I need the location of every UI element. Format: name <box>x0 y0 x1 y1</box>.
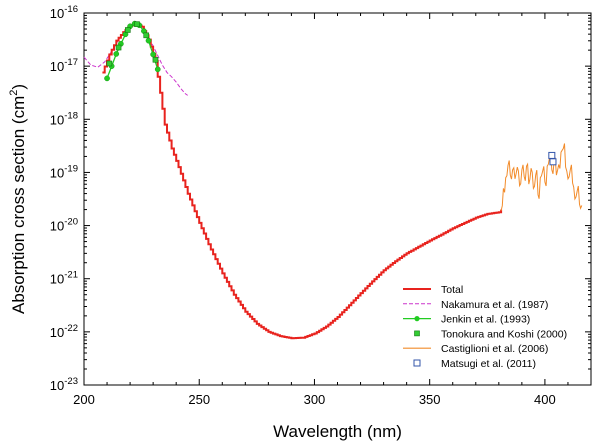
legend-item: Castiglioni et al. (2006) <box>403 343 548 355</box>
matsugi-point <box>548 151 556 159</box>
jenkin-point <box>150 51 156 58</box>
y-tick-label: 10-16 <box>50 4 78 21</box>
legend-item: Jenkin et al. (1993) <box>403 314 530 326</box>
y-tick-label: 10-19 <box>50 163 78 180</box>
tonokura-point <box>152 56 159 63</box>
y-axis-title: Absorption cross section (cm2) <box>8 84 28 314</box>
y-tick-label: 10-22 <box>50 323 78 340</box>
legend-label: Nakamura et al. (1987) <box>441 299 548 311</box>
legend-marker-jenkin <box>414 316 420 322</box>
legend-label: Tonokura and Koshi (2000) <box>441 328 567 340</box>
series-total-line <box>102 23 503 340</box>
y-tick-label: 10-23 <box>50 376 78 393</box>
jenkin-point <box>154 66 161 73</box>
series-castiglioni-line <box>500 143 583 211</box>
legend-item: Nakamura et al. (1987) <box>403 299 548 311</box>
legend-marker-tonokura <box>414 330 420 337</box>
legend-item: Total <box>403 284 463 296</box>
legend-item: Matsugi et al. (2011) <box>413 358 536 370</box>
series-nakamura-line <box>83 24 188 96</box>
legend: Total Nakamura et al. (1987) Jenkin et al.… <box>403 284 567 370</box>
x-axis-title: Wavelength (nm) <box>273 422 402 441</box>
x-tick-label: 400 <box>534 392 556 407</box>
tonokura-point <box>106 60 113 67</box>
matsugi-point <box>549 158 557 166</box>
jenkin-point <box>145 37 152 44</box>
x-tick-label: 200 <box>73 392 95 407</box>
y-tick-label: 10-17 <box>50 57 78 74</box>
legend-marker-matsugi <box>413 359 421 367</box>
x-tick-label: 300 <box>304 392 326 407</box>
legend-label: Castiglioni et al. (2006) <box>441 343 548 355</box>
jenkin-point <box>113 51 120 57</box>
x-tick-label: 250 <box>188 392 210 407</box>
tonokura-point <box>143 32 150 39</box>
y-tick-label: 10-20 <box>50 217 78 234</box>
legend-label: Jenkin et al. (1993) <box>441 314 530 326</box>
legend-label: Total <box>441 284 463 296</box>
legend-item: Tonokura and Koshi (2000) <box>414 328 567 340</box>
series-jenkin-line <box>106 22 159 79</box>
y-tick-label: 10-21 <box>50 270 78 287</box>
tonokura-point <box>124 27 131 33</box>
jenkin-point <box>104 75 110 82</box>
tonokura-point <box>115 44 122 51</box>
tonokura-point <box>134 21 140 27</box>
legend-label: Matsugi et al. (2011) <box>441 358 536 370</box>
x-tick-label: 350 <box>419 392 441 407</box>
y-tick-label: 10-18 <box>50 110 78 127</box>
